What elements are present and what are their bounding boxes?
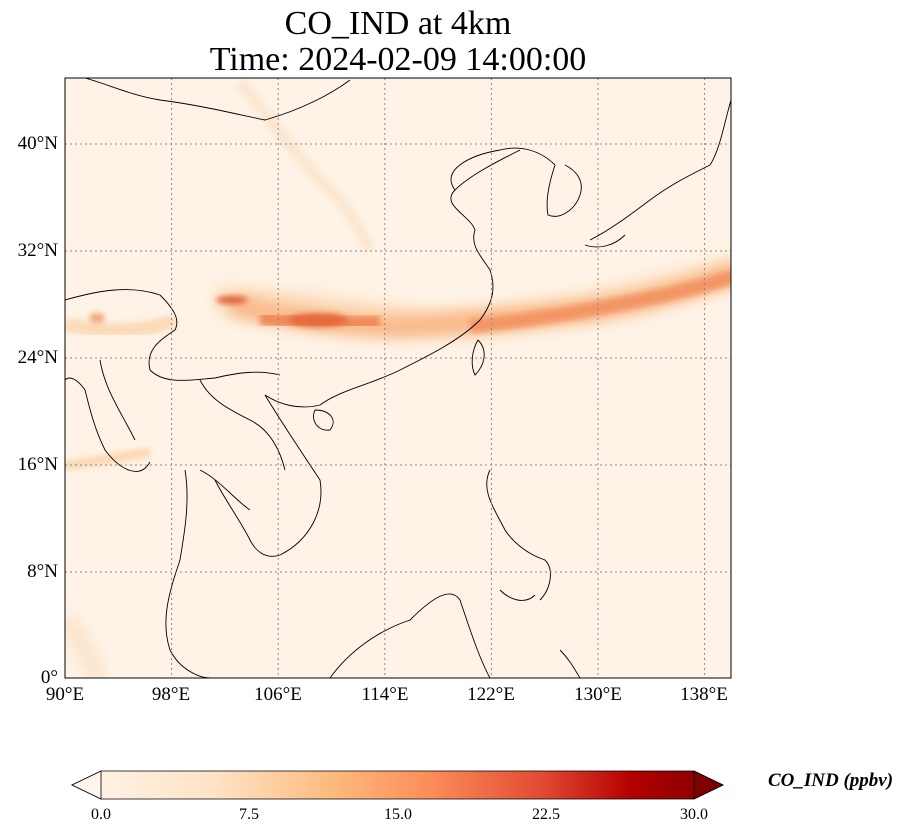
map-timestamp: Time: 2024-02-09 14:00:00 (209, 41, 587, 78)
lat-tick-label: 0° (40, 667, 58, 688)
colorbar-tick-label: 30.0 (680, 806, 708, 823)
map-frame (64, 77, 732, 679)
colorbar-label: CO_IND (ppbv) (768, 770, 894, 791)
colorbar-tick-label: 7.5 (239, 806, 259, 823)
lon-tick-label: 122°E (467, 684, 515, 705)
lat-tick-label: 24°N (17, 347, 58, 368)
lat-tick-label: 32°N (17, 240, 58, 261)
lat-tick-label: 8°N (27, 561, 58, 582)
coastline-lines (65, 78, 731, 678)
lon-tick-label: 106°E (254, 684, 302, 705)
lon-tick-label: 130°E (574, 684, 622, 705)
lon-tick-label: 138°E (680, 684, 728, 705)
lon-tick-label: 114°E (361, 684, 409, 705)
lat-tick-label: 16°N (17, 454, 58, 475)
map-title: CO_IND at 4km (284, 5, 512, 42)
lat-tick-label: 40°N (17, 133, 58, 154)
colorbar-tick-label: 0.0 (91, 806, 111, 823)
colorbar-tick-label: 15.0 (384, 806, 412, 823)
graticule (65, 78, 731, 678)
colorbar-tick-label: 22.5 (532, 806, 560, 823)
lon-tick-label: 90°E (45, 684, 85, 705)
co-concentration-field (65, 78, 731, 678)
lon-tick-label: 98°E (151, 684, 191, 705)
colorbar (71, 770, 724, 800)
